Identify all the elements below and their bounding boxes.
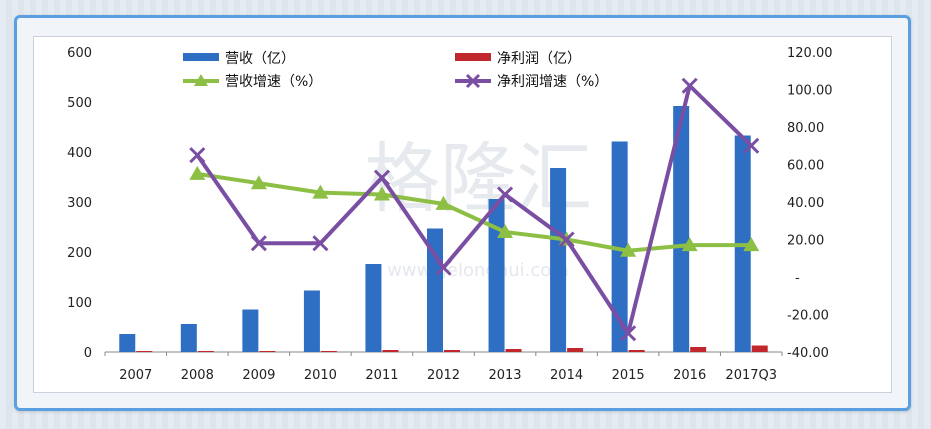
revenue-growth-point: [620, 242, 637, 257]
revenue-growth-point: [189, 165, 206, 180]
right-tick-label: -40.00: [787, 346, 829, 361]
bar-revenue: [242, 309, 259, 352]
revenue-growth-point: [312, 184, 329, 199]
profit-growth-point: [312, 235, 329, 252]
bar-net-profit: [690, 347, 707, 352]
x-tick-label: 2017Q3: [725, 368, 777, 383]
bar-net-profit: [197, 351, 214, 352]
profit-growth-point: [189, 147, 206, 164]
profit-growth-point: [373, 169, 391, 186]
profit-growth-point: [558, 231, 575, 248]
left-tick-label: 500: [67, 96, 92, 111]
watermark-url: www.gelonghui.com: [387, 260, 569, 281]
profit-growth-point: [743, 137, 760, 154]
right-tick-label: -20.00: [787, 309, 829, 324]
legend-marker: [465, 73, 481, 89]
legend: 营收（亿） 净利润（亿） 营收增速（%） 净利润增速（%）: [183, 51, 608, 90]
x-tick-label: 2015: [612, 368, 645, 383]
bars: [119, 106, 768, 352]
right-tick-label: 60.00: [787, 159, 824, 174]
legend-label: 营收增速（%）: [225, 74, 322, 90]
left-tick-label: 400: [67, 146, 92, 161]
right-tick-label: 120.00: [787, 46, 833, 61]
left-tick-label: 600: [67, 46, 92, 61]
lines: [189, 77, 760, 342]
bar-net-profit: [259, 351, 276, 352]
legend-swatch: [455, 53, 491, 61]
legend-label: 净利润增速（%）: [497, 74, 608, 90]
bar-revenue: [488, 199, 505, 352]
bar-revenue: [303, 290, 320, 352]
x-tick-label: 2011: [365, 368, 398, 383]
x-tick-label: 2014: [550, 368, 583, 383]
left-tick-label: 200: [67, 246, 92, 261]
bar-revenue: [180, 324, 197, 352]
revenue-growth-point: [497, 224, 514, 238]
bar-revenue: [550, 168, 567, 352]
left-tick-label: 100: [67, 296, 92, 311]
axes: 0100200300400500600-40.00-20.00-20.0040.…: [67, 46, 832, 383]
right-tick-label: 80.00: [787, 121, 824, 136]
right-tick-label: 20.00: [787, 234, 824, 249]
x-tick-label: 2009: [242, 368, 275, 383]
bar-revenue: [673, 106, 690, 352]
bar-revenue: [119, 334, 136, 352]
bar-net-profit: [567, 348, 584, 352]
bar-net-profit: [628, 350, 645, 352]
revenue-growth-point: [435, 195, 452, 210]
profit-growth-point: [496, 186, 514, 203]
bar-net-profit: [444, 350, 460, 352]
bar-net-profit: [136, 351, 153, 352]
legend-marker: [194, 74, 208, 86]
right-tick-label: 40.00: [787, 196, 824, 211]
right-tick-label: -: [795, 271, 800, 286]
bar-revenue: [365, 264, 382, 352]
bar-net-profit: [751, 345, 768, 352]
revenue-growth-point: [743, 237, 760, 252]
bar-net-profit: [382, 350, 399, 352]
profit-growth-point: [620, 325, 637, 342]
legend-label: 净利润（亿）: [497, 51, 581, 67]
legend-label: 营收（亿）: [225, 51, 295, 67]
right-tick-label: 100.00: [787, 84, 833, 99]
revenue-growth-point: [250, 175, 267, 190]
x-tick-label: 2007: [119, 368, 152, 383]
profit-growth-point: [681, 77, 698, 94]
revenue-growth-point: [681, 237, 698, 252]
revenue-growth-line: [197, 171, 752, 253]
profit-growth-point: [435, 259, 452, 276]
bar-revenue: [611, 141, 628, 352]
profit-growth-line: [195, 83, 753, 336]
x-tick-label: 2008: [181, 368, 214, 383]
legend-swatch: [183, 53, 219, 61]
x-tick-label: 2016: [673, 368, 706, 383]
revenue-growth-point: [373, 186, 390, 201]
profit-growth-point: [250, 235, 267, 252]
x-tick-label: 2012: [427, 368, 460, 383]
x-tick-label: 2013: [488, 368, 521, 383]
bar-net-profit: [505, 349, 522, 352]
left-tick-label: 300: [67, 196, 92, 211]
x-tick-label: 2010: [304, 368, 337, 383]
bar-net-profit: [320, 351, 337, 352]
left-tick-label: 0: [84, 346, 92, 361]
